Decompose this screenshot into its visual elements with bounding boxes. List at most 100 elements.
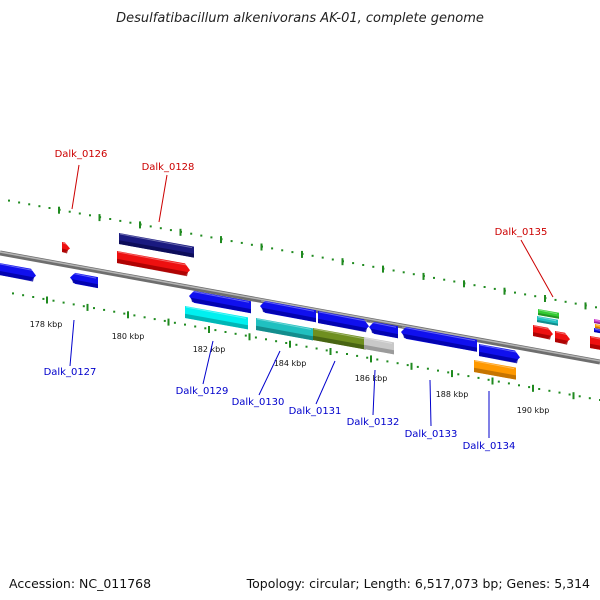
major-tick xyxy=(167,318,170,326)
minor-tick xyxy=(376,358,379,361)
major-tick xyxy=(248,333,251,341)
gene-label-dalk-0134[interactable]: Dalk_0134 xyxy=(463,441,516,452)
callout-lines xyxy=(69,164,554,438)
gene-feature-highlight xyxy=(70,272,97,279)
minor-tick xyxy=(315,347,318,350)
major-tick xyxy=(179,228,182,236)
gene-label-dalk-0129[interactable]: Dalk_0129 xyxy=(176,386,229,397)
minor-tick xyxy=(426,367,429,370)
minor-tick xyxy=(291,251,294,254)
gene-feature-highlight xyxy=(364,337,393,344)
minor-tick xyxy=(568,393,571,396)
minor-tick xyxy=(113,310,116,313)
major-tick xyxy=(46,296,48,304)
major-tick xyxy=(451,370,453,378)
gene-feature-highlight xyxy=(538,309,558,315)
minor-tick xyxy=(554,298,557,301)
major-tick xyxy=(491,377,494,385)
kbp-label: 184 kbp xyxy=(274,359,307,368)
minor-tick xyxy=(250,243,253,246)
gene-feature-highlight xyxy=(474,360,515,370)
gene-label-dalk-0133[interactable]: Dalk_0133 xyxy=(405,429,458,440)
minor-tick xyxy=(103,308,106,311)
gene-feature-highlight xyxy=(533,325,552,331)
gene-feature-highlight xyxy=(119,233,193,249)
major-tick xyxy=(410,362,413,370)
minor-tick xyxy=(346,353,348,355)
kbp-label: 178 kbp xyxy=(30,320,63,329)
outer-tick-row xyxy=(8,199,597,310)
minor-tick xyxy=(78,212,81,215)
minor-tick xyxy=(18,201,21,204)
minor-tick xyxy=(534,295,537,298)
gene-feature-highlight xyxy=(590,336,600,340)
minor-tick xyxy=(149,225,152,228)
minor-tick xyxy=(285,342,288,344)
gene-feature-highlight xyxy=(318,311,368,322)
minor-tick xyxy=(32,296,35,298)
minor-tick xyxy=(497,380,500,383)
gene-feature-highlight xyxy=(595,324,600,327)
gene-feature-highlight xyxy=(313,328,365,340)
major-tick xyxy=(329,348,332,355)
minor-tick xyxy=(372,265,375,268)
gene-label-dalk-0132[interactable]: Dalk_0132 xyxy=(347,417,400,428)
minor-tick xyxy=(234,332,237,335)
minor-tick xyxy=(42,297,45,300)
minor-tick xyxy=(214,329,217,332)
gene-feature-shade xyxy=(594,330,600,334)
minor-tick xyxy=(271,247,274,250)
gene-feature-highlight xyxy=(594,319,600,322)
minor-tick xyxy=(335,351,338,354)
major-tick xyxy=(544,295,546,302)
gene-feature-shade xyxy=(533,332,551,340)
major-tick xyxy=(422,272,425,280)
minor-tick xyxy=(153,318,156,321)
gene-label-dalk-0135[interactable]: Dalk_0135 xyxy=(495,227,548,238)
minor-tick xyxy=(402,271,405,274)
minor-tick xyxy=(518,384,520,387)
minor-tick xyxy=(184,323,186,326)
minor-tick xyxy=(362,264,365,266)
gene-feature-shade xyxy=(62,248,68,254)
gene-feature-shade xyxy=(117,258,188,277)
minor-tick xyxy=(325,349,328,352)
gene-label-dalk-0126[interactable]: Dalk_0126 xyxy=(55,149,108,160)
minor-tick xyxy=(244,334,247,337)
major-tick xyxy=(208,326,210,333)
minor-tick xyxy=(321,256,324,259)
gene-feature-highlight xyxy=(0,263,35,272)
minor-tick xyxy=(457,373,460,376)
topology-text: Topology: circular; Length: 6,517,073 bp… xyxy=(246,576,590,591)
minor-tick xyxy=(396,362,399,365)
major-tick xyxy=(370,355,372,363)
gene-feature-shade xyxy=(371,328,398,339)
minor-tick xyxy=(352,262,355,265)
minor-tick xyxy=(204,327,207,330)
gene-feature-shade xyxy=(256,325,313,341)
gene-label-dalk-0127[interactable]: Dalk_0127 xyxy=(44,367,97,378)
genome-backbone xyxy=(0,250,600,365)
gene-feature-highlight xyxy=(594,328,600,331)
minor-tick xyxy=(493,287,496,290)
major-tick xyxy=(572,392,575,400)
minor-tick xyxy=(173,321,176,324)
minor-tick xyxy=(437,369,439,372)
minor-tick xyxy=(453,280,456,283)
major-tick xyxy=(289,340,291,348)
minor-tick xyxy=(22,294,25,297)
gene-label-dalk-0130[interactable]: Dalk_0130 xyxy=(232,397,285,408)
kbp-label: 180 kbp xyxy=(112,332,145,341)
minor-tick xyxy=(538,388,541,390)
minor-tick xyxy=(366,356,369,359)
major-tick xyxy=(139,221,141,229)
minor-tick xyxy=(159,227,162,230)
major-tick xyxy=(220,236,222,244)
gene-label-dalk-0131[interactable]: Dalk_0131 xyxy=(289,406,342,417)
gene-feature-shade xyxy=(538,312,559,319)
gene-label-dalk-0128[interactable]: Dalk_0128 xyxy=(142,162,195,173)
minor-tick xyxy=(109,218,112,220)
minor-tick xyxy=(275,340,278,343)
minor-tick xyxy=(295,343,298,346)
gene-feature-shade xyxy=(594,321,600,325)
